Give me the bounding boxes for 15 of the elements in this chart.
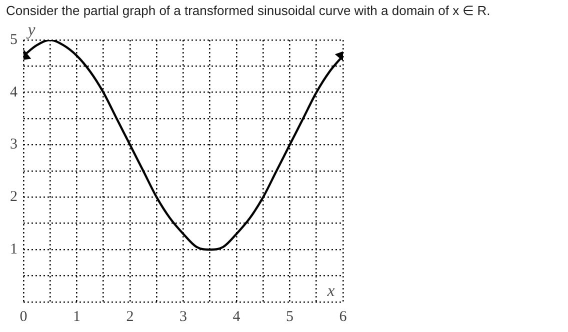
y-axis-title: y (26, 20, 36, 39)
chart-title: Consider the partial graph of a transformed sinusoidal curve with a domain of x ∈ R. (6, 3, 490, 18)
x-axis-title: x (326, 280, 336, 300)
y-tick-label: 1 (10, 242, 18, 258)
y-tick-label: 2 (10, 189, 18, 206)
x-tick-label: 5 (286, 308, 294, 325)
x-tick-label: 6 (339, 308, 348, 325)
x-tick-label: 0 (20, 308, 28, 325)
y-tick-label: 5 (10, 32, 18, 48)
x-tick-label: 1 (73, 308, 80, 325)
x-tick-label: 2 (126, 308, 134, 325)
y-tick-label: 4 (10, 84, 18, 100)
x-tick-label: 4 (232, 308, 241, 325)
x-tick-label: 3 (180, 308, 187, 325)
y-tick-label: 3 (10, 136, 18, 153)
